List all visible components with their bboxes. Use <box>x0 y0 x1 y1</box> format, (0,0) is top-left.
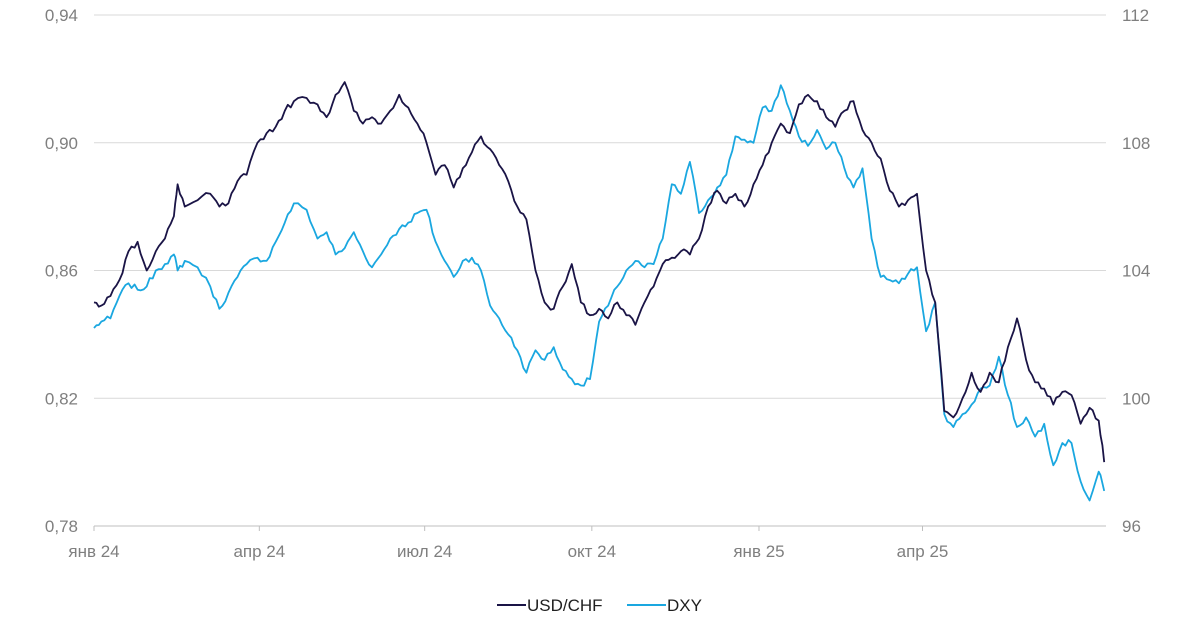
series-lines <box>93 81 1106 502</box>
x-axis-ticks: янв 24 апр 24 июл 24 окт 24 янв 25 апр 25 <box>68 526 948 561</box>
x-tick-label: окт 24 <box>568 542 617 561</box>
x-tick-label: апр 25 <box>897 542 949 561</box>
right-tick-label: 100 <box>1122 389 1150 408</box>
x-tick-label: янв 24 <box>68 542 119 561</box>
legend-label-dxy: DXY <box>667 596 702 615</box>
x-tick-label: апр 24 <box>233 542 285 561</box>
left-tick-label: 0,90 <box>45 134 78 153</box>
left-tick-label: 0,94 <box>45 6 78 25</box>
series-line-usdchf <box>93 81 1106 463</box>
right-axis-ticks: 96 100 104 108 112 <box>1122 6 1150 536</box>
right-tick-label: 108 <box>1122 134 1150 153</box>
x-tick-label: янв 25 <box>733 542 784 561</box>
left-axis-ticks: 0,78 0,82 0,86 0,90 0,94 <box>45 6 78 536</box>
right-tick-label: 104 <box>1122 262 1150 281</box>
right-tick-label: 96 <box>1122 517 1141 536</box>
gridlines <box>94 14 1106 527</box>
x-tick-label: июл 24 <box>397 542 452 561</box>
left-tick-label: 0,82 <box>45 389 78 408</box>
left-tick-label: 0,86 <box>45 262 78 281</box>
legend-label-usdchf: USD/CHF <box>527 596 603 615</box>
legend: USD/CHF DXY <box>497 596 702 615</box>
left-tick-label: 0,78 <box>45 517 78 536</box>
series-line-dxy <box>93 84 1106 502</box>
right-tick-label: 112 <box>1122 6 1149 25</box>
